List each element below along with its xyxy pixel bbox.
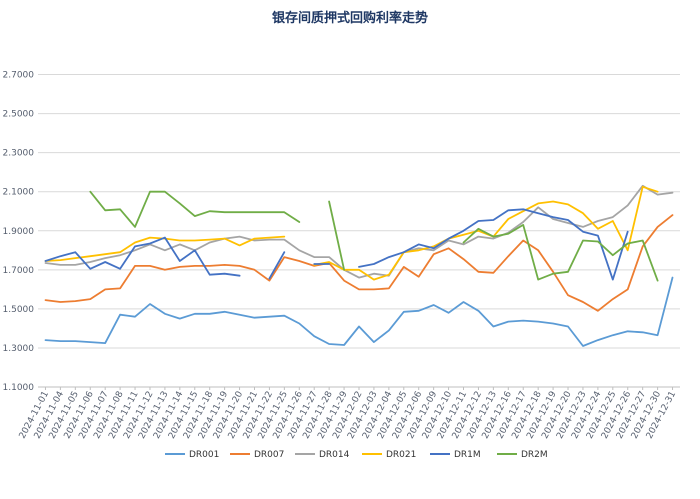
- y-tick-label: 1.9000: [3, 227, 35, 237]
- series-line-dr021: [44, 235, 286, 262]
- series-line-dr1m: [44, 236, 241, 277]
- series-line-dr1m: [358, 208, 629, 281]
- legend-label: DR007: [254, 450, 284, 460]
- series-line-dr2m: [89, 190, 301, 228]
- legend-label: DR1M: [454, 450, 481, 460]
- series-line-dr007: [44, 214, 674, 312]
- legend: DR001 DR007 DR014 DR021 DR1M DR2M: [165, 450, 548, 460]
- series-line-dr001: [44, 276, 674, 347]
- legend-item-dr1m: DR1M: [430, 450, 481, 460]
- y-tick-label: 2.3000: [3, 149, 35, 159]
- legend-label: DR2M: [521, 450, 548, 460]
- chart-title: 银存间质押式回购利率走势: [272, 10, 428, 26]
- series-dr007: [44, 214, 674, 312]
- y-tick-label: 2.5000: [3, 110, 35, 120]
- y-tick-label: 1.7000: [3, 266, 35, 276]
- series-dr001: [44, 276, 674, 347]
- series-line-dr014: [44, 184, 674, 279]
- series-dr014: [44, 184, 674, 279]
- y-tick-label: 2.7000: [3, 71, 35, 81]
- legend-label: DR001: [189, 450, 219, 460]
- series-line-dr2m: [328, 200, 346, 271]
- legend-item-dr001: DR001: [165, 450, 219, 460]
- y-tick-label: 2.1000: [3, 188, 35, 198]
- series-line-dr1m: [268, 251, 286, 280]
- series-line-dr2m: [462, 223, 659, 282]
- grid: [38, 74, 680, 388]
- y-tick-label: 1.5000: [3, 305, 35, 315]
- series-lines: [44, 184, 674, 347]
- legend-item-dr014: DR014: [295, 450, 350, 460]
- y-tick-label: 1.3000: [3, 344, 35, 354]
- series-dr2m: [89, 190, 659, 282]
- legend-item-dr021: DR021: [362, 450, 416, 460]
- legend-item-dr2m: DR2M: [497, 450, 548, 460]
- series-dr1m: [44, 208, 629, 281]
- legend-label: DR014: [319, 450, 350, 460]
- legend-item-dr007: DR007: [230, 450, 284, 460]
- y-tick-label: 1.1000: [3, 383, 35, 393]
- legend-label: DR021: [386, 450, 416, 460]
